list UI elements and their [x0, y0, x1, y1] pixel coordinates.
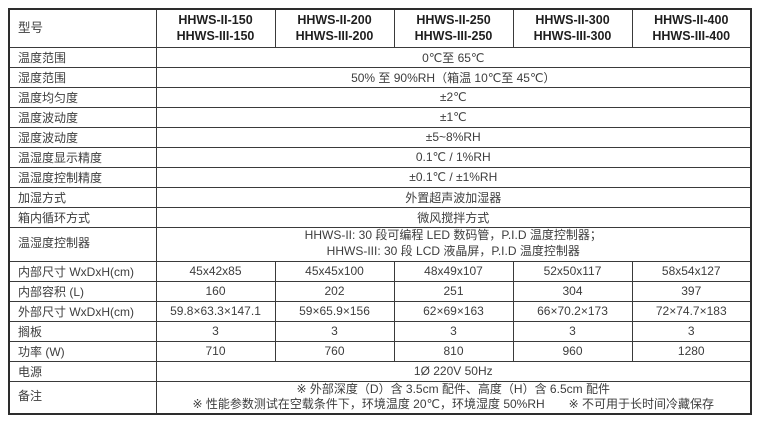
model-line: HHWS-III-300 — [533, 29, 612, 44]
inner-size-250: 48x49x107 — [393, 260, 514, 282]
model-line: HHWS-II-250 — [416, 13, 491, 27]
table-header-row: 型号 HHWS-II-150 HHWS-III-150 HHWS-II-200 … — [8, 8, 752, 48]
row-label-temp-fluctuation: 温度波动度 — [8, 106, 157, 128]
value-temp-range: 0℃至 65℃ — [155, 46, 752, 68]
remarks-line-1: ※ 外部深度（D）含 3.5cm 配件、高度（H）含 6.5cm 配件 — [296, 381, 610, 396]
outer-size-200: 59×65.9×156 — [274, 300, 395, 322]
remarks-line-2: ※ 性能参数测试在空载条件下，环境温度 20℃，环境湿度 50%RH ※ 不可用… — [192, 397, 715, 412]
power-150: 710 — [155, 340, 276, 362]
row-label-temp-range: 温度范围 — [8, 46, 157, 68]
row-temp-range: 温度范围 0℃至 65℃ — [8, 46, 752, 68]
inner-size-150: 45x42x85 — [155, 260, 276, 282]
row-humidity-fluctuation: 湿度波动度 ±5~8%RH — [8, 126, 752, 148]
inner-size-200: 45x45x100 — [274, 260, 395, 282]
row-label-remarks: 备注 — [8, 380, 157, 415]
value-humidity-range: 50% 至 90%RH（箱温 10℃至 45℃） — [155, 66, 752, 88]
outer-size-250: 62×69×163 — [393, 300, 514, 322]
shelves-150: 3 — [155, 320, 276, 342]
row-label-temp-uniformity: 温度均匀度 — [8, 86, 157, 108]
value-humidify-method: 外置超声波加湿器 — [155, 186, 752, 208]
row-label-circulation: 箱内循环方式 — [8, 206, 157, 228]
row-label-power: 功率 (W) — [8, 340, 157, 362]
row-display-accuracy: 温湿度显示精度 0.1℃ / 1%RH — [8, 146, 752, 168]
row-inner-size: 内部尺寸 WxDxH(cm) 45x42x85 45x45x100 48x49x… — [8, 260, 752, 282]
model-line: HHWS-II-150 — [178, 13, 253, 27]
row-label-inner-size: 内部尺寸 WxDxH(cm) — [8, 260, 157, 282]
model-line: HHWS-III-400 — [652, 29, 731, 44]
row-label-control-accuracy: 温湿度控制精度 — [8, 166, 157, 188]
value-power-supply: 1Ø 220V 50Hz — [155, 360, 752, 382]
model-line: HHWS-II-200 — [297, 13, 372, 27]
value-control-accuracy: ±0.1℃ / ±1%RH — [155, 166, 752, 188]
row-humidify-method: 加湿方式 外置超声波加湿器 — [8, 186, 752, 208]
row-label-outer-size: 外部尺寸 WxDxH(cm) — [8, 300, 157, 322]
power-400: 1280 — [631, 340, 752, 362]
inner-volume-300: 304 — [512, 280, 633, 302]
row-control-accuracy: 温湿度控制精度 ±0.1℃ / ±1%RH — [8, 166, 752, 188]
row-shelves: 搁板 3 3 3 3 3 — [8, 320, 752, 342]
inner-volume-250: 251 — [393, 280, 514, 302]
power-250: 810 — [393, 340, 514, 362]
header-model-400: HHWS-II-400 HHWS-III-400 — [631, 8, 752, 48]
value-remarks: ※ 外部深度（D）含 3.5cm 配件、高度（H）含 6.5cm 配件 ※ 性能… — [155, 380, 752, 415]
model-line: HHWS-II-300 — [535, 13, 610, 27]
row-outer-size: 外部尺寸 WxDxH(cm) 59.8×63.3×147.1 59×65.9×1… — [8, 300, 752, 322]
row-inner-volume: 内部容积 (L) 160 202 251 304 397 — [8, 280, 752, 302]
row-label-shelves: 搁板 — [8, 320, 157, 342]
shelves-250: 3 — [393, 320, 514, 342]
power-200: 760 — [274, 340, 395, 362]
model-line: HHWS-III-150 — [176, 29, 255, 44]
row-humidity-range: 湿度范围 50% 至 90%RH（箱温 10℃至 45℃） — [8, 66, 752, 88]
row-temp-fluctuation: 温度波动度 ±1℃ — [8, 106, 752, 128]
outer-size-300: 66×70.2×173 — [512, 300, 633, 322]
row-label-humidity-fluctuation: 湿度波动度 — [8, 126, 157, 148]
model-line: HHWS-III-200 — [295, 29, 374, 44]
row-circulation: 箱内循环方式 微风搅拌方式 — [8, 206, 752, 228]
value-controller: HHWS-II: 30 段可编程 LED 数码管，P.I.D 温度控制器； HH… — [155, 226, 752, 262]
value-display-accuracy: 0.1℃ / 1%RH — [155, 146, 752, 168]
row-label-humidify-method: 加湿方式 — [8, 186, 157, 208]
row-power-supply: 电源 1Ø 220V 50Hz — [8, 360, 752, 382]
spec-table: 型号 HHWS-II-150 HHWS-III-150 HHWS-II-200 … — [8, 8, 752, 415]
power-300: 960 — [512, 340, 633, 362]
row-label-controller: 温湿度控制器 — [8, 226, 157, 262]
header-model-300: HHWS-II-300 HHWS-III-300 — [512, 8, 633, 48]
shelves-200: 3 — [274, 320, 395, 342]
shelves-400: 3 — [631, 320, 752, 342]
outer-size-150: 59.8×63.3×147.1 — [155, 300, 276, 322]
row-remarks: 备注 ※ 外部深度（D）含 3.5cm 配件、高度（H）含 6.5cm 配件 ※… — [8, 380, 752, 415]
header-model-250: HHWS-II-250 HHWS-III-250 — [393, 8, 514, 48]
row-label-humidity-range: 湿度范围 — [8, 66, 157, 88]
controller-line-1: HHWS-II: 30 段可编程 LED 数码管，P.I.D 温度控制器； — [304, 228, 602, 243]
header-model-200: HHWS-II-200 HHWS-III-200 — [274, 8, 395, 48]
inner-volume-200: 202 — [274, 280, 395, 302]
outer-size-400: 72×74.7×183 — [631, 300, 752, 322]
inner-size-400: 58x54x127 — [631, 260, 752, 282]
value-circulation: 微风搅拌方式 — [155, 206, 752, 228]
header-model-150: HHWS-II-150 HHWS-III-150 — [155, 8, 276, 48]
shelves-300: 3 — [512, 320, 633, 342]
model-line: HHWS-III-250 — [414, 29, 493, 44]
value-temp-uniformity: ±2℃ — [155, 86, 752, 108]
row-power: 功率 (W) 710 760 810 960 1280 — [8, 340, 752, 362]
row-temp-uniformity: 温度均匀度 ±2℃ — [8, 86, 752, 108]
controller-line-2: HHWS-III: 30 段 LCD 液晶屏，P.I.D 温度控制器 — [326, 244, 580, 258]
inner-volume-400: 397 — [631, 280, 752, 302]
value-humidity-fluctuation: ±5~8%RH — [155, 126, 752, 148]
inner-size-300: 52x50x117 — [512, 260, 633, 282]
model-line: HHWS-II-400 — [654, 13, 729, 27]
row-label-inner-volume: 内部容积 (L) — [8, 280, 157, 302]
row-label-display-accuracy: 温湿度显示精度 — [8, 146, 157, 168]
row-label-power-supply: 电源 — [8, 360, 157, 382]
inner-volume-150: 160 — [155, 280, 276, 302]
header-model-label: 型号 — [8, 8, 157, 48]
row-controller: 温湿度控制器 HHWS-II: 30 段可编程 LED 数码管，P.I.D 温度… — [8, 226, 752, 262]
value-temp-fluctuation: ±1℃ — [155, 106, 752, 128]
